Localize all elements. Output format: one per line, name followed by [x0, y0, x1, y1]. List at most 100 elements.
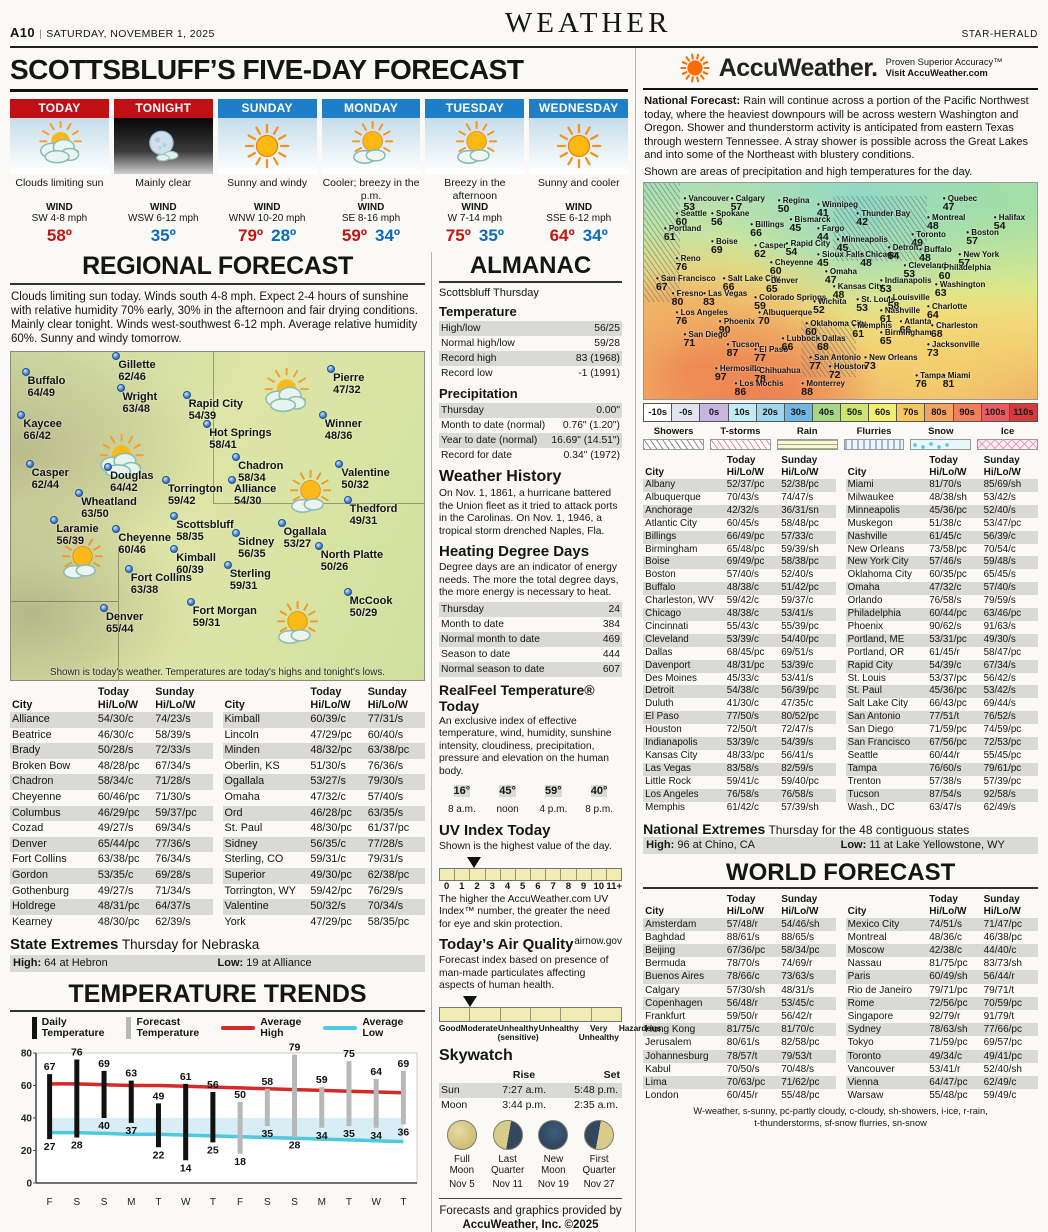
national-map-city: • Louisville 58 [887, 292, 930, 312]
wind-value: SE 8-16 mph [341, 213, 401, 224]
map-city: Sterling 59/31 [223, 561, 271, 592]
temp-legend-cell: -0s [672, 403, 701, 421]
sun-icon [217, 118, 317, 174]
table-row: Rome 72/56/pc 70/59/pc [845, 996, 1039, 1010]
uv-pointer [466, 856, 481, 868]
wind-value: SSE 6-12 mph [546, 213, 612, 224]
hdd-rows: Thursday 24 Month to date 384 Normal month t… [439, 601, 622, 677]
national-map-city: • New York 57 [958, 249, 1000, 269]
regional-map-caption: Shown is today's weather. Temperatures a… [50, 667, 385, 678]
city-dot [314, 541, 323, 550]
national-map-city: • San Diego 71 [683, 329, 728, 349]
city-dot [161, 476, 170, 485]
table-row: Rio de Janeiro 79/71/pc 79/71/t [847, 984, 1015, 996]
svg-text:35: 35 [261, 1128, 273, 1140]
table-row: Nassau 81/75/pc 83/73/sh [847, 958, 1022, 970]
national-map-city: • Tampa 76 [915, 370, 946, 390]
skywatch-row: Moon 3:44 p.m. 2:35 a.m. [441, 1098, 618, 1111]
table-row: Frankfurt 59/50/r 56/42/r [645, 1010, 813, 1022]
city-dot [228, 476, 237, 485]
table-row: San Diego 71/59/pc 74/59/pc [847, 724, 1022, 736]
moon-phase-full: Full Moon Nov 5 [439, 1119, 485, 1190]
panel-description: Cooler; breezy in the p.m. [322, 177, 420, 202]
table-row: Trenton 57/38/s 57/39/pc [847, 775, 1022, 787]
almanac-row: Month to date 384 [441, 618, 620, 630]
national-map-city: • Washington 63 [934, 280, 986, 299]
city-dot [343, 495, 352, 504]
precip-legend-flurries: Flurries [843, 426, 905, 450]
svg-text:34: 34 [316, 1130, 328, 1142]
svg-text:28: 28 [289, 1140, 301, 1152]
national-map-city: • San Francisco 67 [655, 273, 716, 293]
almanac-subtitle: Scottsbluff Thursday [439, 287, 539, 299]
map-city: Buffalo 64/49 [21, 367, 65, 399]
national-map-city: • Tucson 87 [726, 340, 760, 360]
skywatch-table: Rise Set Sun 7:27 a.m. 5:48 p.m. Moon 3:44 … [439, 1068, 622, 1113]
map-city: Pierre 47/32 [327, 364, 364, 396]
regional-text: Clouds limiting sun today. Winds south 4… [11, 291, 418, 345]
table-row: St. Paul 48/30/pc 61/37/pc [224, 822, 410, 835]
tstorm-hatch [801, 321, 857, 378]
temp-legend-cell: 80s [925, 403, 954, 421]
table-row: Albuquerque 70/43/s 74/47/s [645, 491, 814, 503]
city-dot [112, 525, 121, 534]
national-map-city: • Halifax 54 [993, 213, 1026, 233]
table-row: Sidney 56/35/c 77/28/s [222, 836, 425, 853]
realfeel-header: RealFeel Temperature® Today [439, 681, 595, 714]
panel-temps: 75º 35º [445, 226, 504, 245]
national-map-city: • Montreal 48 [927, 213, 966, 233]
national-map-city: • Nashville 61 [879, 305, 921, 325]
precip-header: Precipitation [439, 386, 518, 401]
trends-chart: 0 20 40 60 80 67 27 F 76 28 S 69 40 S 63 37 M 49 22 T 6… [21, 1042, 418, 1208]
table-row: Ogallala 53/27/s 79/30/s [222, 774, 425, 790]
city-dot [104, 463, 113, 472]
almanac-title: ALMANAC [439, 252, 622, 283]
forecast-panel-tonight: TONIGHT Mainly clear WIND WSW 6-12 mph 35º [113, 99, 213, 246]
table-row: Tampa 76/60/s 79/61/pc [845, 762, 1039, 776]
aq-source: airnow.gov [574, 936, 622, 947]
temp-legend-cell: 90s [953, 403, 982, 421]
svg-text:20: 20 [21, 1146, 33, 1157]
table-row: Salt Lake City 66/43/pc 69/44/s [847, 698, 1016, 710]
panel-day-label: TUESDAY [425, 99, 525, 118]
table-row: Chadron 58/34/c 71/28/s [10, 774, 213, 790]
map-city: Torrington 59/42 [161, 476, 223, 507]
table-row: Milwaukee 48/38/sh 53/42/s [847, 491, 1016, 503]
table-row: Hong Kong 81/75/c 81/70/c [643, 1023, 836, 1037]
table-row: Kimball 60/39/c 77/31/s [222, 712, 425, 728]
national-map-city: • Charlotte 64 [927, 301, 968, 321]
table-row: Portland, ME 53/31/pc 49/30/s [845, 633, 1039, 647]
svg-text:27: 27 [44, 1141, 56, 1153]
realfeel-value: 59° 4 p.m. [539, 785, 568, 815]
almanac-row: High/low 56/25 [439, 321, 622, 336]
national-map-city: • Los Angeles 76 [675, 308, 728, 328]
table-row: Calgary 57/30/sh 48/31/s [645, 984, 814, 996]
table-row: Alliance 54/30/c 74/23/s [10, 712, 213, 728]
table-row: Cincinnati 55/43/c 55/39/pc [645, 620, 819, 632]
national-map-city: • Chicago 48 [860, 249, 897, 269]
national-map-city: • Memphis 61 [852, 321, 893, 341]
moon-icon [113, 118, 213, 174]
national-map-city: • Denver 65 [765, 275, 799, 295]
national-map-city: • Boise 69 [710, 236, 738, 256]
wind-label: WIND [253, 202, 281, 213]
table-row: Cleveland 53/39/c 54/40/pc [643, 633, 836, 647]
city-dot [186, 597, 195, 606]
paper-name: STAR-HERALD [961, 29, 1038, 40]
table-row: Holdrege 48/31/pc 64/37/s [10, 899, 213, 915]
aq-header: Today’s Air Quality airnow.gov [439, 936, 622, 953]
newspaper-weather-page: A10 | SATURDAY, NOVEMBER 1, 2025 WEATHER S… [10, 7, 1039, 1232]
table-row: Los Angeles 76/58/s 76/58/s [643, 788, 836, 802]
svg-text:M: M [127, 1197, 135, 1208]
table-row: Omaha 47/32/c 57/40/s [224, 790, 404, 803]
full-moon-icon [446, 1119, 477, 1150]
national-map-city: • Salt Lake City 66 [722, 273, 781, 293]
national-section: AccuWeather. Proven Superior Accuracy™ Vi… [635, 48, 1039, 1232]
table-row: Wash., DC 63/47/s 62/49/s [847, 801, 1016, 813]
table-row: Seattle 60/44/r 55/45/pc [847, 750, 1022, 761]
almanac-row: Season to date 444 [441, 648, 620, 660]
table-row: Superior 49/30/pc 62/38/pc [222, 867, 425, 884]
panel-description: Breezy in the afternoon [444, 177, 506, 202]
svg-text:40: 40 [98, 1120, 110, 1132]
table-row: Gothenburg 49/27/s 71/34/s [12, 884, 191, 897]
